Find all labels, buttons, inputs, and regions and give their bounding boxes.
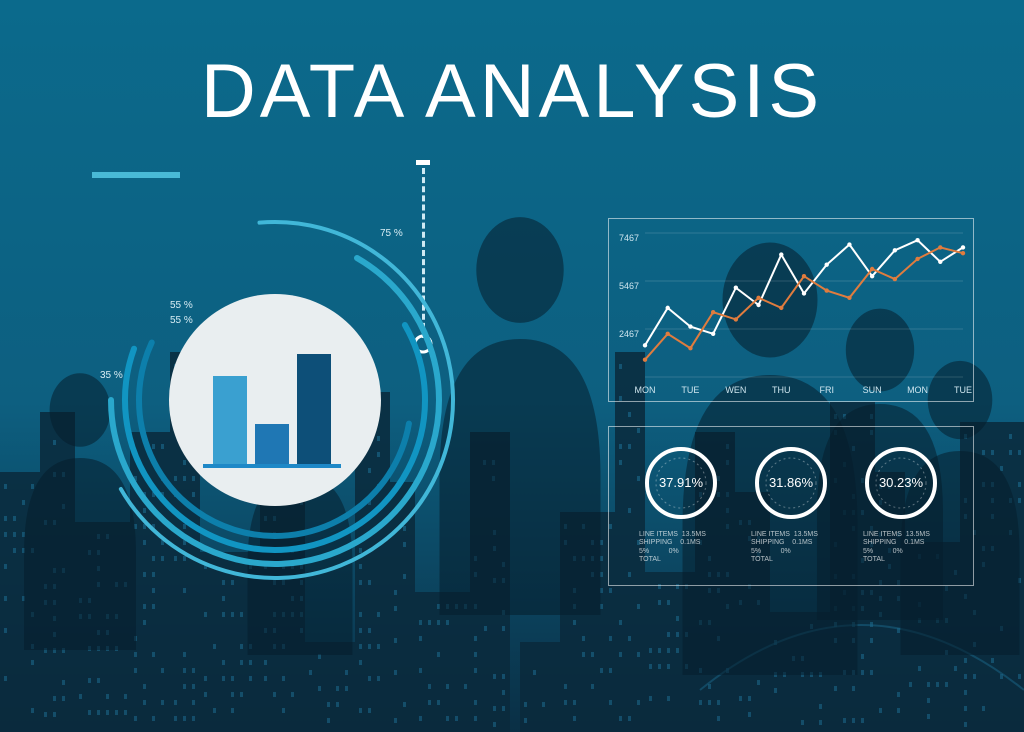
gauge-percent-label: 35 % <box>100 370 123 381</box>
title-underline <box>92 172 180 178</box>
svg-text:MON: MON <box>907 385 928 395</box>
metric-micro-text: LINE ITEMS 13.5MS SHIPPING 0.1MS 5% 0% T… <box>639 531 706 565</box>
svg-text:SUN: SUN <box>863 385 882 395</box>
line-chart-panel: 7467 5467 2467 MON TUE WEN THU FRI SUN MON TUE <box>608 218 974 402</box>
svg-text:30.23%: 30.23% <box>879 475 924 490</box>
svg-text:WEN: WEN <box>725 385 746 395</box>
svg-text:TUE: TUE <box>681 385 699 395</box>
svg-text:MON: MON <box>635 385 656 395</box>
svg-text:2467: 2467 <box>619 329 639 339</box>
metric-micro-text: LINE ITEMS 13.5MS SHIPPING 0.1MS 5% 0% T… <box>751 531 818 565</box>
line-chart: 7467 5467 2467 MON TUE WEN THU FRI SUN MON TUE <box>609 219 973 401</box>
svg-text:37.91%: 37.91% <box>659 475 704 490</box>
gauge-percent-label: 55 % <box>170 300 193 311</box>
metric-micro-text: LINE ITEMS 13.5MS SHIPPING 0.1MS 5% 0% T… <box>863 531 930 565</box>
radial-gauge <box>70 195 480 605</box>
svg-text:7467: 7467 <box>619 233 639 243</box>
svg-text:THU: THU <box>772 385 791 395</box>
svg-text:TUE: TUE <box>954 385 972 395</box>
infographic-stage: DATA ANALYSIS 75 % 55 % 55 % 35 % 7467 5467 2… <box>0 0 1024 732</box>
svg-text:FRI: FRI <box>819 385 834 395</box>
rings-panel: 37.91% 31.86% 30.23% LINE ITEMS 13.5MS SHI… <box>608 426 974 586</box>
svg-text:31.86%: 31.86% <box>769 475 814 490</box>
svg-text:5467: 5467 <box>619 281 639 291</box>
main-title: DATA ANALYSIS <box>0 48 1024 135</box>
gauge-percent-label: 55 % <box>170 315 193 326</box>
gauge-percent-label: 75 % <box>380 228 403 239</box>
